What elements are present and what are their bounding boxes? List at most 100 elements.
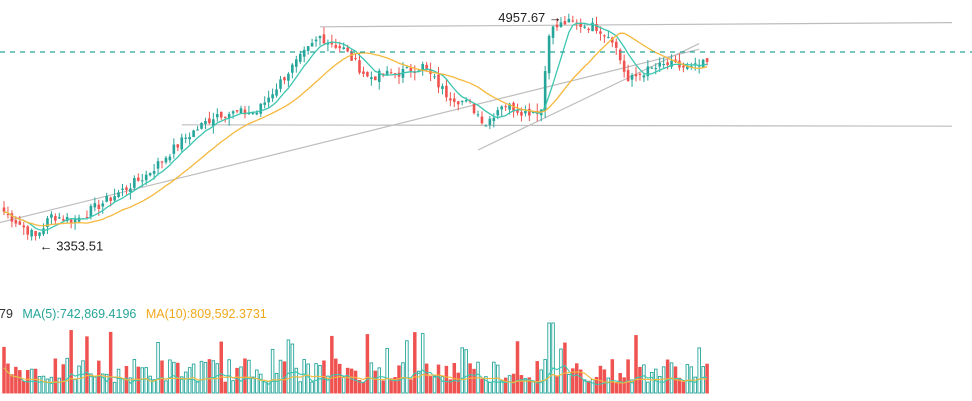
volume-bar: [436, 364, 441, 394]
candle-body: [18, 221, 22, 225]
candle-body: [318, 36, 322, 39]
candle-body: [476, 114, 480, 116]
candle-body: [152, 171, 156, 174]
candle-body: [464, 100, 468, 102]
candle-body: [460, 101, 464, 103]
volume-bar: [650, 371, 654, 394]
volume-bar: [606, 377, 611, 394]
volume-bar: [535, 361, 540, 394]
candle-body: [196, 129, 199, 131]
ma-short-line: [3, 22, 708, 232]
candle-body: [93, 203, 97, 208]
candle-body: [535, 110, 539, 114]
candle-body: [618, 49, 622, 61]
volume-bar: [77, 365, 81, 394]
volume-bar: [373, 370, 378, 394]
volume-bar: [152, 379, 156, 394]
candle-body: [184, 137, 187, 139]
candle-body: [251, 112, 255, 114]
candle-body: [34, 230, 37, 236]
candle-body: [654, 68, 658, 70]
volume-bar: [614, 381, 619, 394]
volume-bar: [488, 381, 492, 394]
candle-body: [133, 178, 136, 188]
candle-body: [662, 64, 665, 66]
volume-legend-prefix: 79: [0, 307, 13, 321]
candle-body: [603, 35, 606, 37]
volume-bar: [14, 366, 18, 394]
candle-body: [334, 44, 338, 48]
candle-body: [302, 49, 306, 57]
candle-body: [192, 130, 195, 138]
volume-bar: [179, 376, 184, 394]
candle-body: [449, 98, 452, 101]
volume-bar: [420, 333, 425, 394]
volume-bar: [381, 380, 385, 394]
volume-bar: [432, 375, 437, 394]
candle-body: [520, 111, 523, 116]
volume-bar: [460, 347, 464, 394]
candle-body: [346, 47, 349, 52]
volume-bar: [140, 367, 144, 394]
volume-bar: [128, 377, 133, 394]
candle-body: [140, 180, 144, 182]
volume-bar: [586, 380, 591, 394]
candle-body: [137, 177, 140, 181]
volume-bar: [294, 367, 299, 394]
volume-bar: [274, 373, 279, 394]
candle-body: [156, 161, 160, 169]
volume-bar: [551, 322, 555, 394]
candle-body: [204, 121, 207, 125]
candle-body: [310, 42, 314, 47]
candle-body: [125, 187, 128, 190]
high-price-label: 4957.67 →: [498, 10, 562, 25]
candle-body: [579, 22, 582, 27]
volume-bar: [195, 381, 200, 394]
volume-bar: [57, 377, 62, 394]
candle-body: [129, 188, 132, 193]
candle-body: [89, 205, 93, 217]
candle-body: [571, 20, 575, 22]
candle-body: [235, 110, 239, 112]
candle-body: [97, 204, 101, 210]
moving-averages: [3, 22, 708, 232]
candle-body: [227, 114, 231, 119]
candle-body: [472, 103, 476, 114]
candle-body: [611, 37, 614, 43]
volume-bar: [37, 376, 42, 394]
volume-bar: [243, 358, 247, 394]
volume-bar: [499, 380, 504, 394]
volume-bar: [464, 349, 468, 394]
volume-bar: [156, 341, 160, 394]
volume-bar: [444, 365, 449, 394]
candle-body: [109, 197, 112, 201]
volume-bar: [93, 376, 97, 394]
candle-body: [148, 173, 152, 176]
volume-bar: [97, 360, 101, 394]
volume-bar: [697, 347, 701, 394]
volume-bar: [104, 373, 109, 394]
candle-body: [121, 188, 124, 190]
volume-bar: [503, 377, 508, 394]
candle-body: [61, 219, 65, 221]
candle-body: [445, 85, 448, 98]
candle-body: [291, 64, 294, 73]
volume-bar: [290, 343, 295, 394]
candle-body: [85, 216, 89, 218]
candle-body: [433, 76, 436, 78]
volume-bar: [598, 365, 603, 394]
volume-bar: [199, 360, 204, 394]
volume-bar: [187, 367, 192, 394]
candle-body: [164, 157, 168, 163]
candle-body: [212, 119, 215, 126]
candle-body: [38, 232, 41, 236]
candle-body: [587, 28, 590, 30]
candle-body: [295, 59, 298, 67]
volume-bar: [310, 381, 314, 394]
candle-body: [705, 58, 709, 62]
volume-bar: [6, 363, 10, 394]
volume-bar: [148, 375, 152, 394]
volume-bar: [10, 374, 14, 394]
candle-body: [354, 58, 357, 60]
volume-bar: [334, 358, 338, 394]
